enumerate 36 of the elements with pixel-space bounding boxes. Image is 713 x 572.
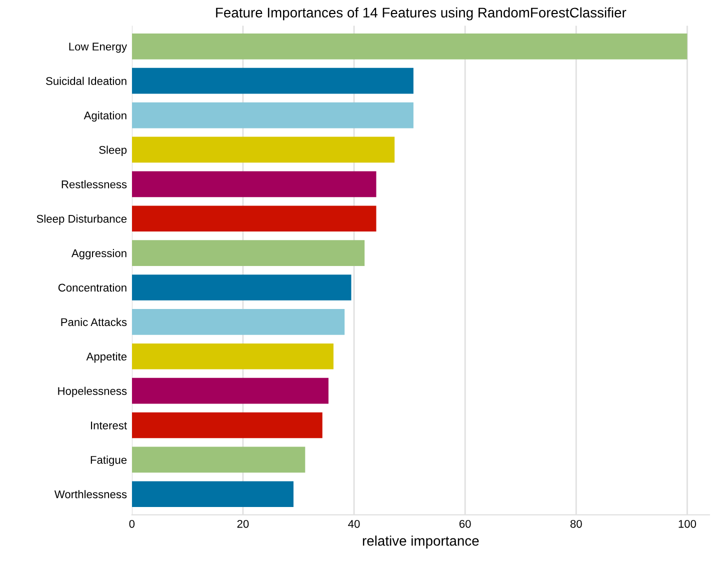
y-tick-label: Suicidal Ideation — [46, 76, 126, 85]
x-tick-label: 60 — [459, 520, 471, 528]
x-tick-label: 20 — [237, 520, 249, 528]
y-tick-label: Restlessness — [62, 180, 127, 188]
y-tick-label: Sleep — [99, 146, 127, 156]
chart-title: Feature Importances of 14 Features using RandomForestClassifier — [216, 7, 626, 20]
y-tick-label: Aggression — [71, 249, 126, 260]
bar — [132, 446, 306, 473]
y-tick-label: Low Energy — [69, 42, 128, 53]
bar — [132, 102, 414, 128]
bar — [132, 171, 376, 198]
bar — [132, 274, 352, 300]
bar — [132, 240, 365, 266]
bar — [132, 378, 328, 404]
bar — [132, 309, 345, 335]
y-tick-label: Hopelessness — [58, 386, 127, 398]
bar — [132, 68, 414, 94]
y-tick-label: Sleep Disturbance — [36, 214, 127, 225]
bar — [132, 343, 334, 370]
y-tick-label: Fatigue — [90, 456, 127, 466]
y-tick-label: Agitation — [84, 111, 126, 122]
y-tick-label: Appetite — [86, 352, 127, 363]
y-tick-label: Worthlessness — [54, 490, 127, 498]
y-tick-label: Interest — [91, 422, 127, 430]
bar — [132, 206, 376, 232]
x-axis-title: relative importance — [362, 536, 479, 549]
x-tick-label: 100 — [678, 520, 696, 528]
x-tick-label: 80 — [570, 520, 582, 528]
bar — [132, 481, 294, 508]
y-tick-label: Panic Attacks — [61, 318, 127, 326]
y-tick-label: Concentration — [58, 283, 126, 292]
bar — [132, 136, 395, 163]
x-tick-label: 40 — [348, 520, 360, 528]
bar — [132, 33, 688, 60]
x-tick-label: 0 — [129, 520, 135, 528]
bar — [132, 412, 322, 438]
